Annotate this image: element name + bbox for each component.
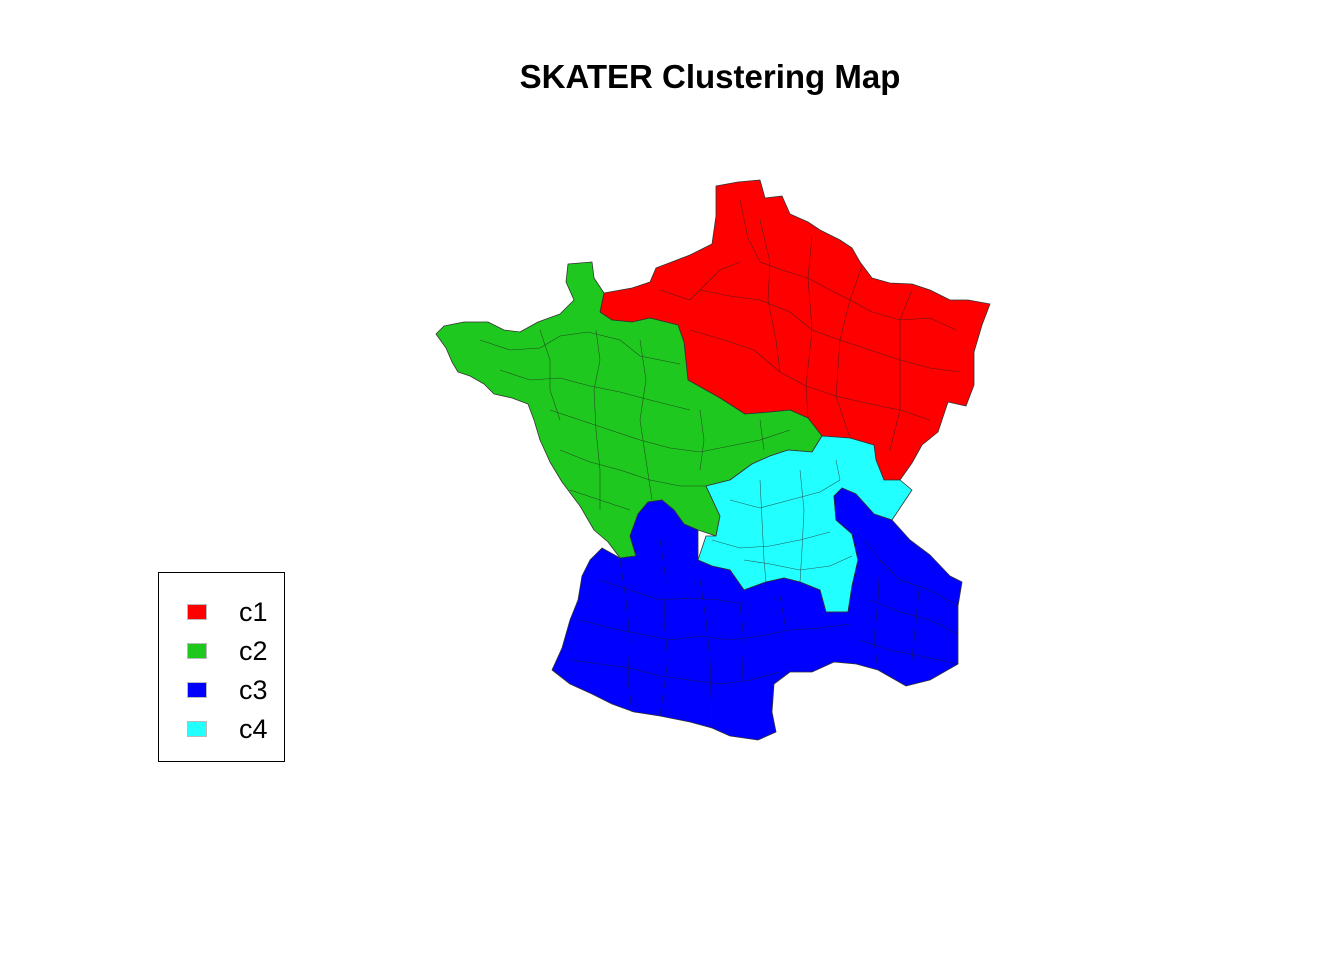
cluster-c3-region — [551, 487, 963, 741]
legend-swatch — [187, 721, 207, 737]
legend-item-c4: c4 — [187, 714, 268, 744]
legend-swatch — [187, 604, 207, 620]
legend-swatch — [187, 682, 207, 698]
legend-item-c2: c2 — [187, 636, 268, 666]
legend-label: c3 — [239, 674, 268, 705]
legend-swatch — [187, 643, 207, 659]
legend-label: c4 — [239, 713, 268, 744]
legend-label: c2 — [239, 635, 268, 666]
legend-item-c1: c1 — [187, 597, 268, 627]
legend-label: c1 — [239, 596, 268, 627]
map-title: SKATER Clustering Map — [519, 58, 901, 95]
department-boundaries — [479, 199, 961, 729]
legend: c1 c2 c3 c4 — [158, 572, 285, 762]
legend-item-c3: c3 — [187, 675, 268, 705]
